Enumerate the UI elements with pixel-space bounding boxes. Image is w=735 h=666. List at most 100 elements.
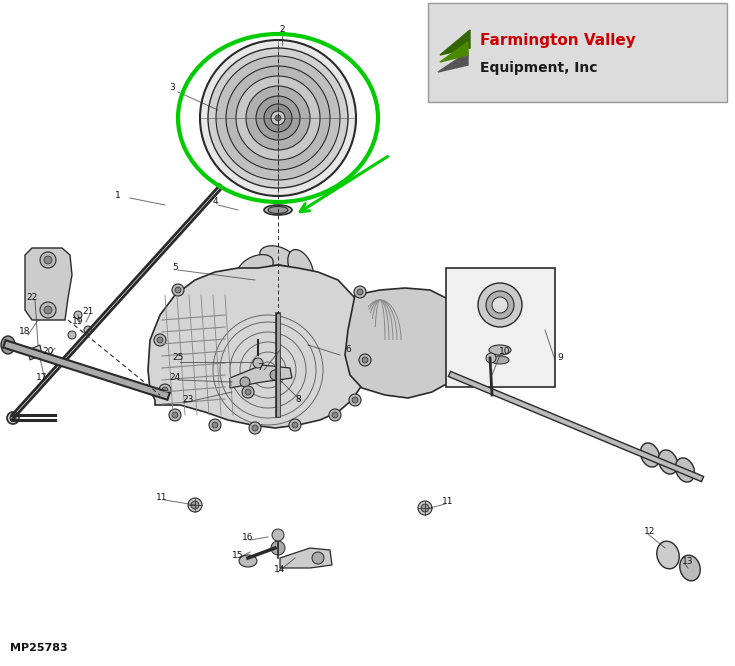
Circle shape xyxy=(169,409,181,421)
Circle shape xyxy=(252,425,258,431)
Text: 22: 22 xyxy=(26,294,37,302)
Ellipse shape xyxy=(659,450,678,474)
Circle shape xyxy=(275,115,281,121)
Circle shape xyxy=(421,504,429,512)
Circle shape xyxy=(44,256,52,264)
Text: 18: 18 xyxy=(19,328,31,336)
Text: 5: 5 xyxy=(172,264,178,272)
Circle shape xyxy=(253,265,303,315)
FancyBboxPatch shape xyxy=(428,3,727,102)
Circle shape xyxy=(354,286,366,298)
Circle shape xyxy=(172,412,178,418)
Polygon shape xyxy=(280,548,332,568)
Circle shape xyxy=(249,422,261,434)
Ellipse shape xyxy=(268,206,288,214)
Circle shape xyxy=(272,284,284,296)
Circle shape xyxy=(172,284,184,296)
Ellipse shape xyxy=(239,555,257,567)
Circle shape xyxy=(352,397,358,403)
Text: 21: 21 xyxy=(82,308,93,316)
Circle shape xyxy=(272,529,284,541)
Circle shape xyxy=(154,334,166,346)
Text: 9: 9 xyxy=(557,354,563,362)
Polygon shape xyxy=(440,42,468,62)
Text: Farmington Valley: Farmington Valley xyxy=(480,33,636,47)
Circle shape xyxy=(191,501,199,509)
Circle shape xyxy=(159,384,171,396)
Circle shape xyxy=(275,267,281,273)
Ellipse shape xyxy=(259,310,296,334)
Circle shape xyxy=(253,358,263,368)
Text: 8: 8 xyxy=(295,396,301,404)
Ellipse shape xyxy=(264,324,292,336)
Circle shape xyxy=(208,48,348,188)
Circle shape xyxy=(10,415,16,421)
Polygon shape xyxy=(345,288,465,398)
Ellipse shape xyxy=(489,345,511,355)
Circle shape xyxy=(486,291,514,319)
Text: 23: 23 xyxy=(182,396,194,404)
Circle shape xyxy=(486,353,496,363)
Circle shape xyxy=(74,311,82,319)
Circle shape xyxy=(68,331,76,339)
Ellipse shape xyxy=(675,458,695,482)
Circle shape xyxy=(492,297,508,313)
Ellipse shape xyxy=(1,336,15,354)
Circle shape xyxy=(44,306,52,314)
Polygon shape xyxy=(440,30,470,55)
Circle shape xyxy=(236,76,320,160)
Circle shape xyxy=(270,370,280,380)
Circle shape xyxy=(329,409,341,421)
Circle shape xyxy=(255,287,261,293)
Text: 3: 3 xyxy=(169,83,175,93)
Polygon shape xyxy=(25,248,72,320)
Polygon shape xyxy=(230,365,292,388)
Circle shape xyxy=(295,287,301,293)
Ellipse shape xyxy=(259,246,296,270)
Circle shape xyxy=(162,387,168,393)
Circle shape xyxy=(359,354,371,366)
Circle shape xyxy=(362,357,368,363)
Ellipse shape xyxy=(298,272,322,308)
Text: 12: 12 xyxy=(645,527,656,537)
Ellipse shape xyxy=(288,250,313,285)
Circle shape xyxy=(226,66,330,170)
Circle shape xyxy=(216,56,340,180)
Polygon shape xyxy=(28,345,42,360)
Circle shape xyxy=(245,389,251,395)
Circle shape xyxy=(266,278,290,302)
Circle shape xyxy=(289,419,301,431)
Ellipse shape xyxy=(657,541,679,569)
Text: 2: 2 xyxy=(279,25,284,35)
Circle shape xyxy=(292,422,298,428)
Ellipse shape xyxy=(491,356,509,364)
Circle shape xyxy=(275,307,281,313)
Circle shape xyxy=(271,111,285,125)
Circle shape xyxy=(246,86,310,150)
Circle shape xyxy=(240,377,250,387)
Circle shape xyxy=(312,552,324,564)
Text: 24: 24 xyxy=(169,374,181,382)
Ellipse shape xyxy=(237,254,273,280)
Ellipse shape xyxy=(640,443,659,467)
Text: 6: 6 xyxy=(345,346,351,354)
Ellipse shape xyxy=(269,354,287,362)
Text: 16: 16 xyxy=(243,533,254,543)
Text: 4: 4 xyxy=(212,198,218,206)
Circle shape xyxy=(7,412,19,424)
Text: 17: 17 xyxy=(36,374,48,382)
Text: 25: 25 xyxy=(172,354,184,362)
Polygon shape xyxy=(148,265,370,428)
Circle shape xyxy=(478,283,522,327)
Circle shape xyxy=(332,412,338,418)
Text: 13: 13 xyxy=(682,557,694,567)
Polygon shape xyxy=(438,52,468,72)
Circle shape xyxy=(157,337,163,343)
FancyBboxPatch shape xyxy=(446,268,555,387)
Circle shape xyxy=(256,96,300,140)
Ellipse shape xyxy=(267,365,289,379)
Text: 11: 11 xyxy=(442,498,453,507)
Text: Equipment, Inc: Equipment, Inc xyxy=(480,61,598,75)
Circle shape xyxy=(260,272,296,308)
Ellipse shape xyxy=(283,300,318,326)
